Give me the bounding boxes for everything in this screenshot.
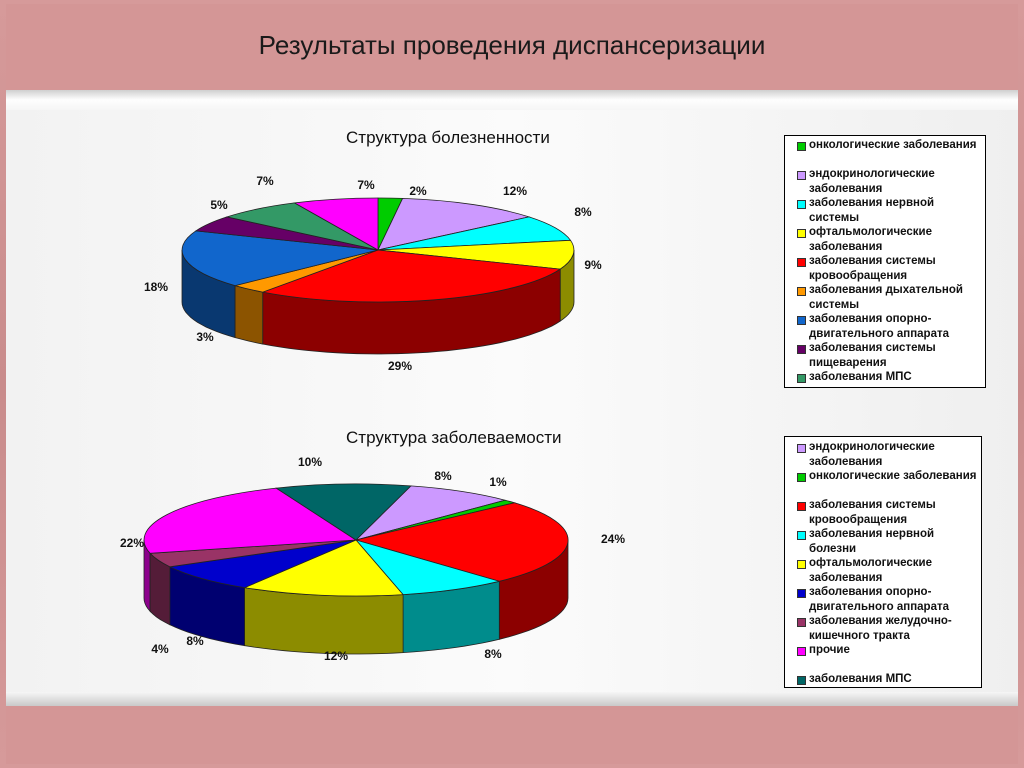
legend-swatch: [797, 316, 806, 325]
footer-band: [6, 706, 1018, 764]
pie-data-label: 12%: [324, 649, 348, 663]
legend-swatch: [797, 200, 806, 209]
pie-data-label: 24%: [601, 532, 625, 546]
legend-label: эндокринологические заболевания: [809, 168, 935, 195]
legend-swatch: [797, 287, 806, 296]
pie-data-label: 4%: [151, 642, 169, 656]
legend-swatch: [797, 142, 806, 151]
pie-data-label: 1%: [489, 475, 507, 489]
pie-data-label: 3%: [196, 330, 214, 344]
pie-slice: [354, 485, 507, 541]
legend-item-urogenital: заболевания МПС: [785, 370, 981, 386]
pie-data-label: 7%: [357, 178, 375, 192]
pie-data-label: 9%: [584, 258, 602, 272]
legend-item-circulatory: заболевания системы кровообращения: [785, 498, 977, 527]
legend-swatch: [797, 473, 806, 482]
pie-slice: [168, 539, 357, 589]
header-divider: [6, 90, 1018, 112]
legend-label: заболевания системы кровообращения: [809, 499, 936, 526]
pie-slice: [181, 230, 379, 287]
pie-data-label: 29%: [388, 359, 412, 373]
pie-slice: [354, 502, 569, 582]
legend-label: заболевания опорно-двигательного аппарат…: [809, 586, 949, 613]
page-title: Результаты проведения диспансеризации: [258, 30, 766, 60]
legend-label: прочие: [809, 644, 850, 656]
chart-title-morbidity-structure: Структура болезненности: [346, 128, 550, 147]
pie-data-label: 8%: [186, 634, 204, 648]
legend-swatch: [797, 618, 806, 627]
legend-item-nervous: заболевания нервной болезни: [785, 527, 977, 556]
legend-swatch: [797, 258, 806, 267]
legend-label: офтальмологические заболевания: [809, 557, 933, 584]
legend-item-other: прочие: [785, 643, 977, 672]
pie-data-label: 2%: [409, 184, 427, 198]
legend-swatch: [797, 560, 806, 569]
legend-swatch: [797, 444, 806, 453]
pie-data-label: 7%: [256, 174, 274, 188]
pie-slice: [261, 249, 562, 303]
chart-title-incidence-structure: Структура заболеваемости: [346, 428, 562, 447]
legend-item-circulatory: заболевания системы кровообращения: [785, 254, 981, 283]
legend-item-oncology: онкологические заболевания: [785, 469, 977, 498]
legend-label: заболевания МПС: [809, 371, 912, 383]
pie-slice: [275, 483, 412, 541]
pie-data-label: 18%: [144, 280, 168, 294]
legend-swatch: [797, 171, 806, 180]
legend-item-respiratory: заболевания дыхательной системы: [785, 283, 981, 312]
legend-item-oncology: онкологические заболевания: [785, 138, 981, 167]
legend-item-ophthalmic: офтальмологические заболевания: [785, 225, 981, 254]
pie-data-label: 22%: [120, 536, 144, 550]
pie-data-label: 10%: [298, 455, 322, 469]
legend-label: заболевания желудочно-кишечного тракта: [809, 615, 952, 642]
footer-divider: [6, 692, 1018, 706]
legend-swatch: [797, 374, 806, 383]
legend-label: эндокринологические заболевания: [809, 441, 935, 468]
pie-slice: [377, 197, 531, 251]
legend-label: заболевания нервной болезни: [809, 528, 935, 555]
legend-morbidity: онкологические заболевания эндокринологи…: [784, 135, 986, 388]
pie-data-label: 8%: [434, 469, 452, 483]
legend-item-urogenital: заболевания МПС: [785, 672, 977, 688]
pie-slice-side: [244, 587, 404, 655]
legend-item-digestive: заболевания системы пищеварения: [785, 341, 981, 370]
pie-slice: [377, 239, 575, 270]
legend-swatch: [797, 647, 806, 656]
legend-incidence: эндокринологические заболевания онкологи…: [784, 436, 982, 688]
pie-data-label: 8%: [484, 647, 502, 661]
legend-swatch: [797, 589, 806, 598]
legend-item-gastrointestinal: заболевания желудочно-кишечного тракта: [785, 614, 977, 643]
legend-swatch: [797, 345, 806, 354]
legend-label: заболевания системы пищеварения: [809, 342, 936, 369]
legend-label: заболевания дыхательной системы: [809, 284, 963, 311]
legend-label: онкологические заболевания: [809, 139, 977, 151]
legend-swatch: [797, 676, 806, 685]
legend-swatch: [797, 229, 806, 238]
legend-swatch: [797, 502, 806, 511]
pie-data-label: 5%: [210, 198, 228, 212]
legend-label: заболевания опорно-двигательного аппарат…: [809, 313, 949, 340]
legend-swatch: [797, 531, 806, 540]
legend-label: офтальмологические заболевания: [809, 226, 933, 253]
legend-item-musculoskeletal: заболевания опорно-двигательного аппарат…: [785, 585, 977, 614]
legend-item-musculoskeletal: заболевания опорно-двигательного аппарат…: [785, 312, 981, 341]
pie-slice: [293, 197, 379, 251]
legend-item-ophthalmic: офтальмологические заболевания: [785, 556, 977, 585]
pie-data-label: 8%: [574, 205, 592, 219]
legend-label: заболевания нервной системы: [809, 197, 935, 224]
legend-label: заболевания системы кровообращения: [809, 255, 936, 282]
pie-slice: [377, 216, 572, 251]
legend-label: заболевания МПС: [809, 673, 912, 685]
legend-label: онкологические заболевания: [809, 470, 977, 482]
pie-slice: [243, 539, 404, 597]
legend-item-nervous: заболевания нервной системы: [785, 196, 981, 225]
legend-item-endocrine: эндокринологические заболевания: [785, 440, 977, 469]
header-band: [6, 4, 1018, 92]
legend-item-endocrine: эндокринологические заболевания: [785, 167, 981, 196]
pie-data-label: 12%: [503, 184, 527, 198]
pie-slice: [143, 487, 358, 554]
